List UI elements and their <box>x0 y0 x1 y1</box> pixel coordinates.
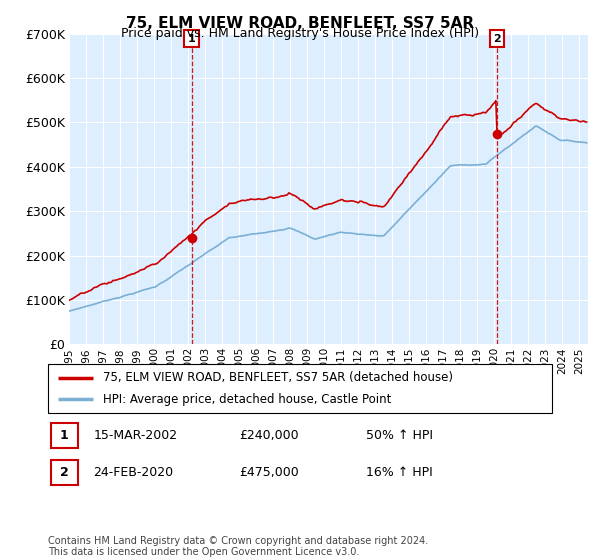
FancyBboxPatch shape <box>50 423 78 448</box>
Text: 1: 1 <box>60 429 69 442</box>
Text: £475,000: £475,000 <box>239 466 299 479</box>
Text: Price paid vs. HM Land Registry's House Price Index (HPI): Price paid vs. HM Land Registry's House … <box>121 27 479 40</box>
Text: 50% ↑ HPI: 50% ↑ HPI <box>365 429 433 442</box>
Text: 15-MAR-2002: 15-MAR-2002 <box>94 429 178 442</box>
Text: 75, ELM VIEW ROAD, BENFLEET, SS7 5AR (detached house): 75, ELM VIEW ROAD, BENFLEET, SS7 5AR (de… <box>103 371 454 384</box>
Text: 2: 2 <box>60 466 69 479</box>
Text: HPI: Average price, detached house, Castle Point: HPI: Average price, detached house, Cast… <box>103 393 392 406</box>
Text: Contains HM Land Registry data © Crown copyright and database right 2024.
This d: Contains HM Land Registry data © Crown c… <box>48 535 428 557</box>
Text: 2: 2 <box>493 34 501 44</box>
FancyBboxPatch shape <box>50 460 78 485</box>
FancyBboxPatch shape <box>48 364 552 413</box>
Text: 24-FEB-2020: 24-FEB-2020 <box>94 466 173 479</box>
Text: 16% ↑ HPI: 16% ↑ HPI <box>365 466 432 479</box>
Text: 1: 1 <box>188 34 196 44</box>
Text: £240,000: £240,000 <box>239 429 299 442</box>
Text: 75, ELM VIEW ROAD, BENFLEET, SS7 5AR: 75, ELM VIEW ROAD, BENFLEET, SS7 5AR <box>126 16 474 31</box>
